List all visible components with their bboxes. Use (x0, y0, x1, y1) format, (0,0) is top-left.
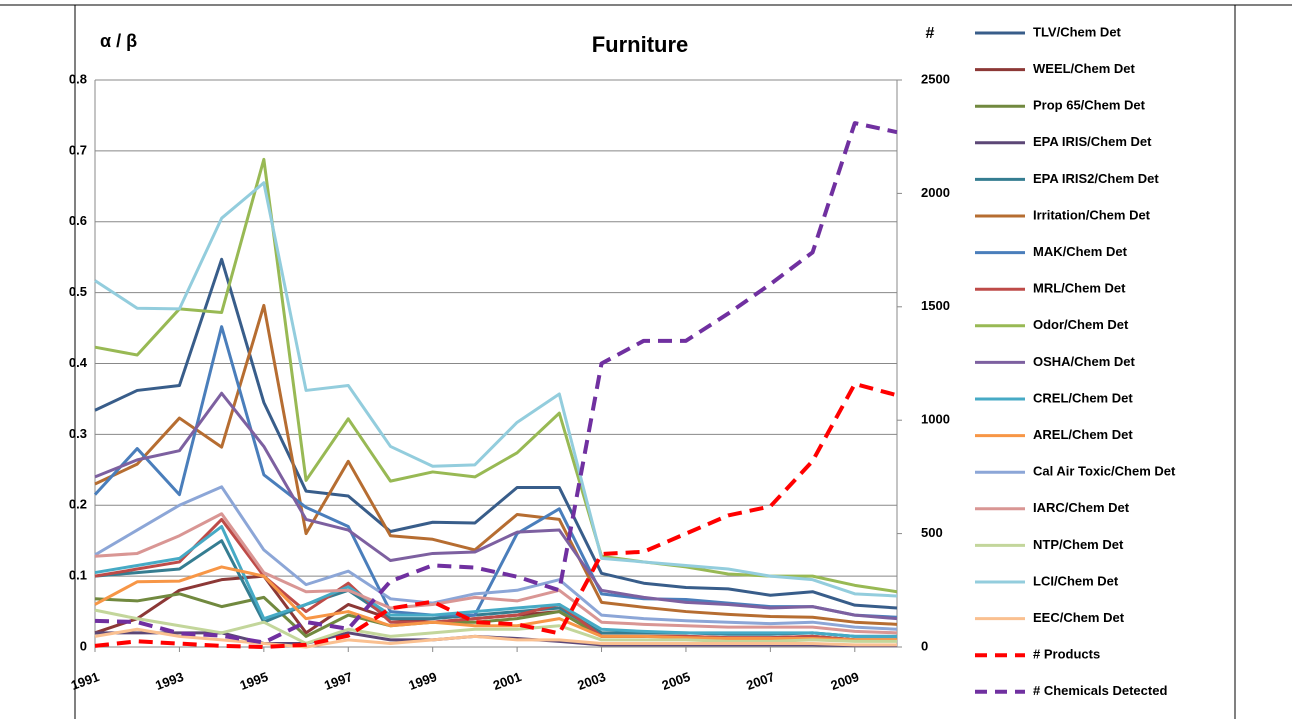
legend-label: WEEL/Chem Det (1033, 61, 1136, 76)
series-line (94, 121, 898, 645)
legend-label: # Chemicals Detected (1033, 683, 1167, 698)
x-tick-label: 1999 (407, 669, 439, 693)
series-line (93, 325, 898, 619)
series-line (94, 565, 897, 642)
series-line (94, 525, 897, 638)
y2-tick-label: 2000 (921, 185, 950, 200)
y-tick-label: 0.1 (69, 568, 87, 583)
legend-label: EEC/Chem Det (1033, 610, 1125, 625)
y-tick-label: 0.8 (69, 71, 87, 86)
chart-title: Furniture (592, 32, 689, 57)
x-tick-label: 2009 (829, 669, 861, 693)
series-line (94, 627, 897, 649)
legend-label: IARC/Chem Det (1033, 500, 1130, 515)
y-axis-label: α / β (100, 31, 137, 51)
series-line (94, 512, 898, 635)
x-tick-label: 1997 (322, 669, 354, 693)
legend-label: EPA IRIS2/Chem Det (1033, 171, 1159, 186)
y2-tick-label: 1500 (921, 298, 950, 313)
legend-label: AREL/Chem Det (1033, 427, 1133, 442)
legend-label: MAK/Chem Det (1033, 244, 1128, 259)
legend-label: OSHA/Chem Det (1033, 354, 1136, 369)
y2-axis-label: # (926, 25, 935, 42)
series-line (94, 181, 898, 598)
legend-label: Irritation/Chem Det (1033, 207, 1151, 222)
y-tick-label: 0.3 (69, 426, 87, 441)
x-tick-label: 1991 (69, 669, 101, 693)
y-tick-label: 0.5 (69, 284, 87, 299)
y2-tick-label: 0 (921, 638, 928, 653)
y2-tick-label: 1000 (921, 412, 950, 427)
x-tick-label: 1993 (153, 669, 185, 693)
y2-tick-label: 2500 (921, 71, 950, 86)
legend-label: MRL/Chem Det (1033, 281, 1126, 296)
series-line (94, 608, 897, 645)
x-tick-label: 2001 (491, 669, 523, 693)
legend-label: TLV/Chem Det (1033, 24, 1122, 39)
series-line (94, 485, 898, 631)
legend-label: NTP/Chem Det (1033, 537, 1124, 552)
x-tick-label: 2007 (744, 669, 776, 693)
y-tick-label: 0.6 (69, 213, 87, 228)
series-line (94, 303, 898, 626)
legend-label: Cal Air Toxic/Chem Det (1033, 464, 1176, 479)
y-tick-label: 0.2 (69, 497, 87, 512)
legend-label: EPA IRIS/Chem Det (1033, 134, 1152, 149)
x-tick-label: 2005 (660, 669, 692, 693)
legend-label: Prop 65/Chem Det (1033, 98, 1146, 113)
series-line (94, 381, 898, 649)
y-tick-label: 0 (80, 638, 87, 653)
legend-label: # Products (1033, 647, 1100, 662)
series-line (94, 391, 898, 621)
legend-label: CREL/Chem Det (1033, 390, 1133, 405)
x-tick-label: 1995 (238, 669, 270, 693)
y-tick-label: 0.7 (69, 142, 87, 157)
legend-label: LCI/Chem Det (1033, 573, 1119, 588)
x-tick-label: 2003 (575, 669, 607, 693)
y2-tick-label: 500 (921, 525, 943, 540)
y-tick-label: 0.4 (69, 355, 88, 370)
legend-label: Odor/Chem Det (1033, 317, 1129, 332)
